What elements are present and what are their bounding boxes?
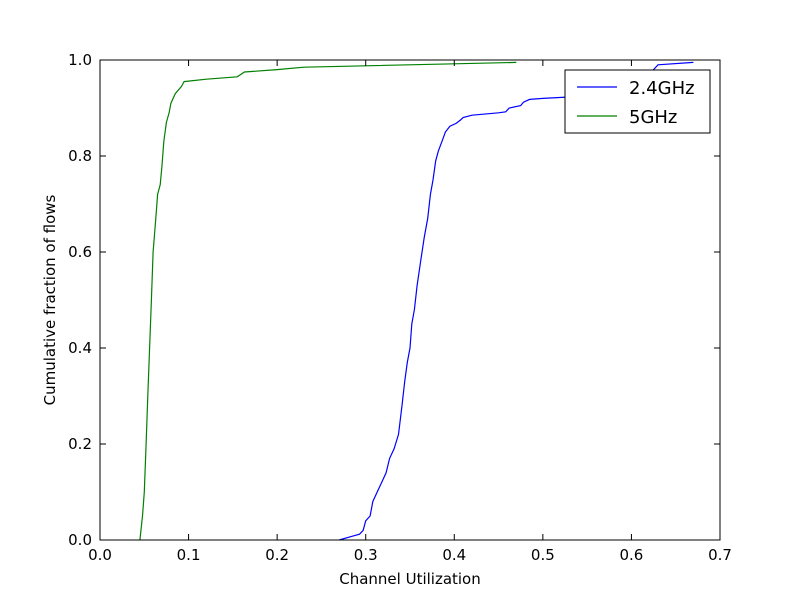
legend-box <box>564 69 711 134</box>
y-tick-label: 0.2 <box>68 435 92 453</box>
y-tick-label: 1.0 <box>68 51 92 69</box>
y-tick-label: 0.0 <box>68 531 92 549</box>
x-tick-label: 0.1 <box>177 546 201 564</box>
legend: 2.4GHz 5GHz <box>564 69 711 134</box>
y-tick-label: 0.6 <box>68 243 92 261</box>
y-tick-label: 0.4 <box>68 339 92 357</box>
legend-label-5ghz: 5GHz <box>629 107 677 128</box>
x-tick-label: 0.7 <box>708 546 732 564</box>
axis-ticks: 0.0 0.1 0.2 0.3 0.4 0.5 0.6 0.7 0.0 0.2 0.4 0.6 0.8 1… <box>68 51 732 564</box>
x-tick-label: 0.2 <box>265 546 289 564</box>
x-tick-label: 0.0 <box>88 546 112 564</box>
y-tick-label: 0.8 <box>68 147 92 165</box>
x-tick-label: 0.3 <box>354 546 378 564</box>
plot-frame <box>99 59 721 541</box>
x-axis-label: Channel Utilization <box>339 570 481 588</box>
plot-lines <box>139 61 694 541</box>
series-line-5ghz <box>139 61 517 541</box>
x-tick-label: 0.4 <box>442 546 466 564</box>
y-axis-label: Cumulative fraction of flows <box>41 194 59 405</box>
legend-label-2-4ghz: 2.4GHz <box>629 78 695 99</box>
series-line-2-4ghz <box>338 61 694 541</box>
x-tick-label: 0.6 <box>619 546 643 564</box>
x-tick-label: 0.5 <box>531 546 555 564</box>
